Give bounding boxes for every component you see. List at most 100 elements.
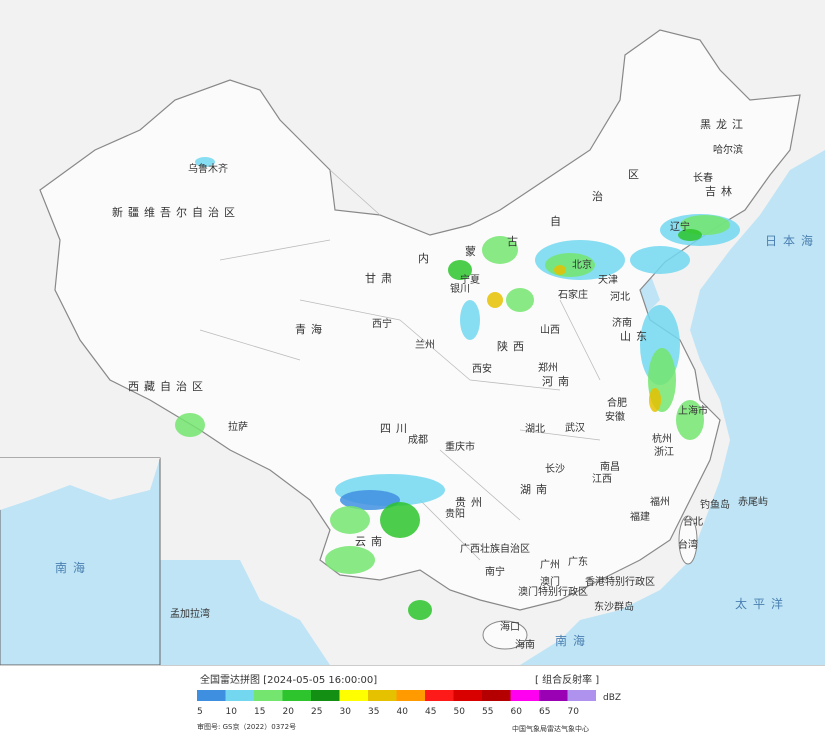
- place-label: 重庆市: [445, 440, 475, 453]
- place-label: 哈尔滨: [713, 143, 743, 156]
- place-label: 宁夏: [460, 273, 480, 286]
- place-label: 孟加拉湾: [170, 607, 210, 620]
- place-label: 乌鲁木齐: [188, 162, 228, 175]
- place-label: 安徽: [605, 410, 625, 423]
- echo: [330, 506, 370, 534]
- province-borders: [199, 169, 601, 561]
- inset-land: [0, 458, 160, 510]
- place-label: 辽宁: [670, 220, 690, 233]
- legend-label: 40: [397, 707, 409, 717]
- place-label: 钓鱼岛: [700, 498, 730, 511]
- china-outline: [39, 29, 801, 611]
- source: 中国气象局雷达气象中心: [512, 724, 589, 733]
- place-label: 郑州: [538, 361, 558, 374]
- approval-number: 审图号: GS京（2022）0372号: [197, 722, 296, 731]
- echo: [676, 400, 704, 440]
- legend-label: 10: [226, 707, 238, 717]
- legend-swatch: [282, 690, 311, 701]
- legend-label: 25: [311, 707, 322, 717]
- echo: [408, 600, 432, 620]
- legend-label: 20: [283, 707, 295, 717]
- place-label: 湖南: [520, 483, 552, 496]
- map-title: 全国雷达拼图 [2024-05-05 16:00:00]: [200, 673, 377, 686]
- place-label: 石家庄: [558, 288, 588, 301]
- echo: [649, 388, 661, 412]
- place-label: 广东: [568, 555, 588, 568]
- place-label: 福建: [630, 510, 650, 523]
- place-label: 甘肃: [365, 272, 397, 285]
- place-label: 广州: [540, 559, 560, 571]
- legend-label: 55: [482, 707, 493, 717]
- place-label: 杭州: [652, 432, 672, 445]
- legend-label: 65: [539, 707, 550, 717]
- place-label: 海口: [500, 620, 520, 633]
- place-label: 日本海: [765, 233, 819, 248]
- echo: [325, 546, 375, 574]
- legend-label: 30: [340, 707, 352, 717]
- place-label: 兰州: [415, 338, 435, 351]
- legend-swatch: [368, 690, 397, 701]
- legend-swatch: [453, 690, 482, 701]
- echo: [482, 236, 518, 264]
- place-label: 西藏自治区: [128, 379, 208, 393]
- echo: [460, 300, 480, 340]
- place-label: 长春: [693, 172, 713, 184]
- place-label: 台湾: [678, 538, 698, 551]
- radar-echoes: [175, 157, 740, 620]
- place-label: 南宁: [485, 565, 505, 578]
- place-label: 南海: [555, 633, 591, 648]
- place-label: 北京: [572, 258, 592, 271]
- place-label: 成都: [408, 434, 428, 446]
- legend-label: 5: [197, 707, 203, 717]
- place-label: 吉林: [705, 184, 737, 198]
- legend-swatch: [425, 690, 454, 701]
- echo: [554, 265, 566, 275]
- legend-swatch: [254, 690, 283, 701]
- legend-label: 70: [568, 707, 580, 717]
- echo: [195, 157, 215, 167]
- place-label: 湖北: [525, 423, 545, 435]
- place-label: 香港特别行政区: [585, 575, 655, 588]
- taiwan-island: [678, 515, 698, 565]
- echo: [175, 413, 205, 437]
- legend-swatch: [339, 690, 368, 701]
- place-label: 云南: [355, 535, 387, 548]
- place-label: 四川: [380, 422, 412, 435]
- place-label: 南海: [55, 560, 91, 575]
- place-label: 浙江: [654, 446, 674, 458]
- legend-unit: dBZ: [603, 693, 621, 703]
- place-label: 福州: [650, 495, 670, 508]
- legend-label: 35: [368, 707, 379, 717]
- legend-swatch: [197, 690, 226, 701]
- place-label: 武汉: [565, 421, 585, 434]
- place-label: 南昌: [600, 460, 620, 473]
- legend-swatch: [567, 690, 596, 701]
- place-label: 江西: [592, 473, 612, 485]
- place-label: 陕西: [497, 339, 529, 353]
- legend-swatch: [510, 690, 539, 701]
- bay-of-bengal: [150, 560, 330, 665]
- place-label: 西安: [472, 362, 492, 375]
- place-label: 贵州: [455, 496, 487, 509]
- place-label: 银川: [450, 282, 470, 295]
- place-label: 太平洋: [735, 596, 789, 611]
- place-label: 上海市: [678, 404, 708, 417]
- place-label: 合肥: [607, 396, 627, 409]
- echo: [506, 288, 534, 312]
- place-label: 贵阳: [445, 507, 465, 520]
- legend-swatch: [539, 690, 568, 701]
- place-label: 新疆维吾尔自治区: [112, 205, 240, 219]
- echo: [630, 246, 690, 274]
- place-label: 山西: [540, 324, 560, 336]
- legend-label: 50: [454, 707, 466, 717]
- sea: [520, 150, 825, 665]
- hainan-island: [482, 620, 528, 650]
- echo: [448, 260, 472, 280]
- place-label: 济南: [612, 316, 632, 329]
- legend-label: 60: [511, 707, 523, 717]
- place-label: 广西壮族自治区: [460, 542, 530, 555]
- place-label: 澳门: [540, 575, 560, 588]
- legend-label: 45: [425, 707, 436, 717]
- place-label: 山东: [620, 330, 652, 343]
